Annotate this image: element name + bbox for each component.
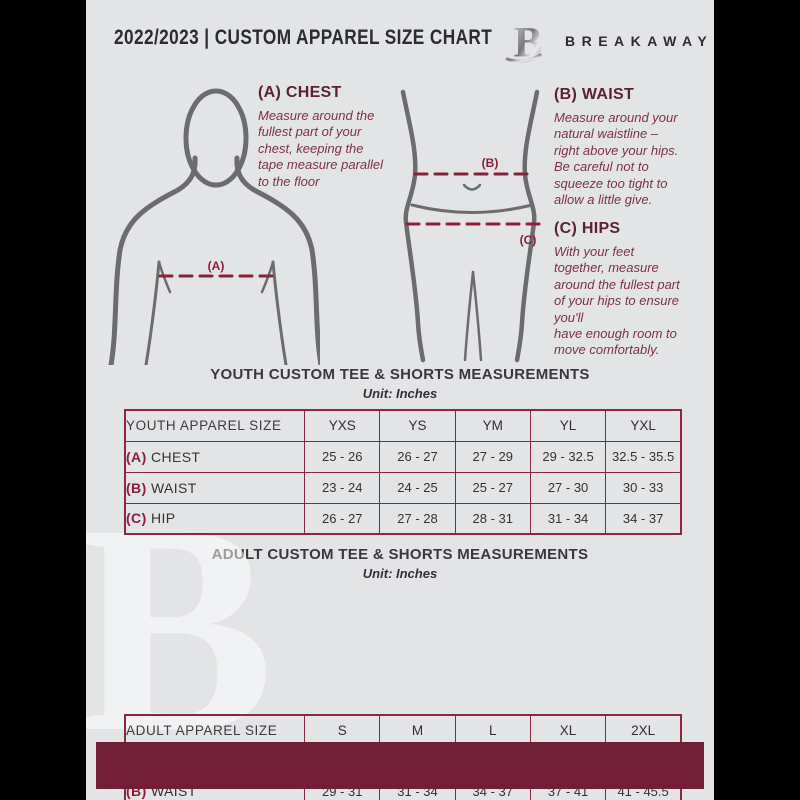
adult-unit-label: Unit: Inches bbox=[362, 566, 438, 581]
chest-instruction-heading: (A) CHEST bbox=[258, 84, 342, 101]
hips-line-label: (C) bbox=[520, 233, 537, 247]
page-title: 2022/2023 | CUSTOM APPAREL SIZE CHART bbox=[114, 26, 493, 49]
column-header: YXL bbox=[605, 409, 682, 442]
table-row: (A) CHEST 25 - 26 26 - 27 27 - 29 29 - 3… bbox=[124, 440, 682, 473]
row-label: HIP bbox=[150, 510, 176, 527]
table-cell: 26 - 27 bbox=[304, 502, 381, 535]
youth-unit-label: Unit: Inches bbox=[362, 386, 438, 401]
table-cell: 24 - 25 bbox=[379, 471, 456, 504]
table-cell: 23 - 24 bbox=[304, 471, 381, 504]
table-cell: 25 - 27 bbox=[454, 471, 531, 504]
row-prefix: (C) bbox=[126, 510, 147, 527]
table-cell: 31 - 34 bbox=[529, 502, 607, 535]
brand-name: BREAKAWAY bbox=[565, 33, 714, 49]
column-header: YL bbox=[529, 409, 607, 442]
column-header: YS bbox=[379, 409, 456, 442]
column-header: M bbox=[379, 714, 456, 747]
waist-instruction-heading: (B) WAIST bbox=[554, 86, 635, 103]
waist-instruction-body: Measure around your natural waistline – … bbox=[554, 110, 679, 207]
column-header: YM bbox=[454, 409, 531, 442]
row-label-cell: (C) HIP bbox=[124, 502, 306, 535]
table-cell: 27 - 28 bbox=[379, 502, 456, 535]
lower-body-figure: (B) (C) bbox=[390, 88, 550, 364]
table-cell: 32.5 - 35.5 bbox=[605, 440, 682, 473]
table-cell: 27 - 29 bbox=[454, 440, 531, 473]
row-label: CHEST bbox=[150, 448, 201, 465]
row-label-cell: (A) CHEST bbox=[124, 440, 306, 473]
table-cell: 34 - 37 bbox=[605, 502, 682, 535]
table-cell: 27 - 30 bbox=[529, 471, 607, 504]
table-header-row: ADULT APPAREL SIZE S M L XL 2XL bbox=[124, 714, 682, 747]
table-cell: 25 - 26 bbox=[304, 440, 381, 473]
size-chart-page: B 2022/2023 | CUSTOM APPAREL SIZE CHART … bbox=[86, 0, 714, 800]
footer-accent-bar bbox=[96, 742, 704, 789]
breakaway-logo-icon: B bbox=[503, 16, 553, 66]
table-cell: 29 - 32.5 bbox=[529, 440, 607, 473]
table-header-row: YOUTH APPAREL SIZE YXS YS YM YL YXL bbox=[124, 409, 682, 442]
row-prefix: (B) bbox=[126, 479, 147, 496]
row-prefix: (A) bbox=[126, 448, 147, 465]
youth-size-table: YOUTH APPAREL SIZE YXS YS YM YL YXL (A) … bbox=[124, 409, 682, 535]
chest-instruction-body: Measure around the fullest part of your … bbox=[258, 108, 384, 189]
youth-size-header-cell: YOUTH APPAREL SIZE bbox=[124, 409, 306, 442]
hips-instruction-heading: (C) HIPS bbox=[554, 220, 621, 237]
waist-line-label: (B) bbox=[482, 156, 499, 170]
table-row: (C) HIP 26 - 27 27 - 28 28 - 31 31 - 34 … bbox=[124, 502, 682, 535]
column-header: S bbox=[304, 714, 381, 747]
row-label-cell: (B) WAIST bbox=[124, 471, 306, 504]
youth-section-title: YOUTH CUSTOM TEE & SHORTS MEASUREMENTS bbox=[210, 366, 590, 383]
table-cell: 26 - 27 bbox=[379, 440, 456, 473]
column-header: YXS bbox=[304, 409, 381, 442]
upper-body-figure: (A) bbox=[100, 80, 320, 365]
column-header: XL bbox=[529, 714, 607, 747]
table-cell: 28 - 31 bbox=[454, 502, 531, 535]
adult-section-title: ADULT CUSTOM TEE & SHORTS MEASUREMENTS bbox=[211, 546, 589, 563]
hips-instruction-body: With your feet together, measure around … bbox=[554, 244, 680, 358]
row-label: WAIST bbox=[150, 479, 197, 496]
table-cell: 30 - 33 bbox=[605, 471, 682, 504]
chest-line-label: (A) bbox=[208, 259, 225, 273]
table-row: (B) WAIST 23 - 24 24 - 25 25 - 27 27 - 3… bbox=[124, 471, 682, 504]
